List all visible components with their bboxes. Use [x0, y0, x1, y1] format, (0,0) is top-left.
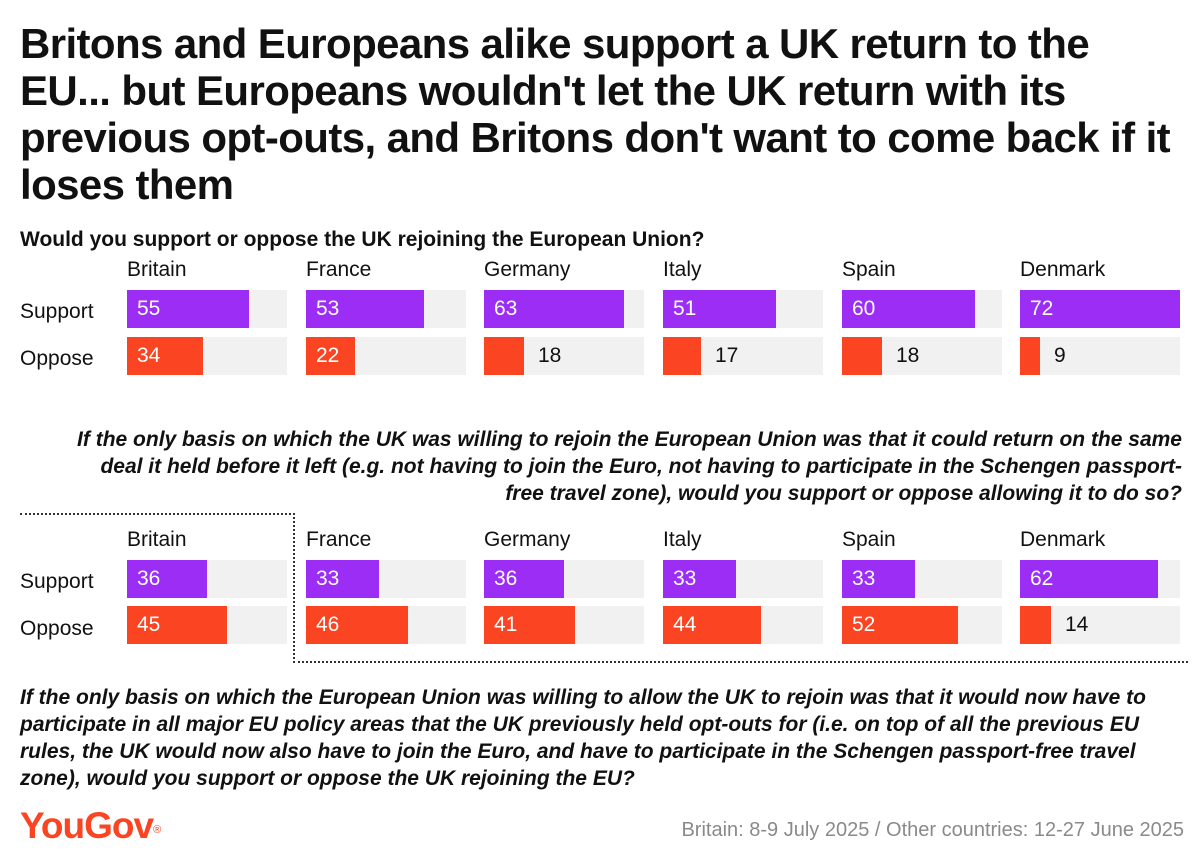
question-1: Would you support or oppose the UK rejoi…	[20, 228, 705, 251]
country-label-italy: Italy	[663, 258, 702, 281]
bar-track: 36	[484, 560, 644, 598]
country-label-britain: Britain	[127, 258, 187, 281]
bar-track: 33	[842, 560, 1002, 598]
bar-track: 33	[306, 560, 466, 598]
bar-track: 72	[1020, 290, 1180, 328]
data-label-oppose-spain: 18	[896, 344, 920, 367]
bar-oppose-germany	[484, 606, 575, 644]
bar-oppose-italy	[663, 606, 761, 644]
bar-track: 18	[484, 337, 644, 375]
bar-support-spain	[842, 560, 915, 598]
bar-oppose-denmark	[1020, 606, 1051, 644]
bar-track: 55	[127, 290, 287, 328]
bar-support-germany	[484, 560, 564, 598]
yougov-logo: YouGov®	[20, 805, 162, 846]
europe-highlight-border	[293, 661, 1188, 663]
bar-track: 46	[306, 606, 466, 644]
bar-track: 9	[1020, 337, 1180, 375]
data-label-oppose-britain: 34	[137, 344, 161, 367]
data-label-oppose-italy: 44	[673, 613, 697, 636]
bar-track: 34	[127, 337, 287, 375]
bar-oppose-france	[306, 606, 408, 644]
data-label-support-italy: 51	[673, 297, 697, 320]
bar-oppose-spain	[842, 337, 882, 375]
data-label-support-spain: 33	[852, 567, 876, 590]
chart-title: Britons and Europeans alike support a UK…	[20, 20, 1171, 208]
data-label-support-britain: 55	[137, 297, 161, 320]
data-label-oppose-spain: 52	[852, 613, 876, 636]
bar-oppose-germany	[484, 337, 524, 375]
country-label-denmark: Denmark	[1020, 528, 1106, 551]
bar-track: 41	[484, 606, 644, 644]
data-label-support-denmark: 72	[1030, 297, 1054, 320]
data-label-support-spain: 60	[852, 297, 876, 320]
data-label-oppose-france: 46	[316, 613, 340, 636]
bar-track: 33	[663, 560, 823, 598]
data-label-oppose-italy: 17	[715, 344, 739, 367]
bar-track: 62	[1020, 560, 1180, 598]
britain-highlight-border	[20, 513, 295, 663]
country-label-spain: Spain	[842, 258, 896, 281]
bar-track: 52	[842, 606, 1002, 644]
bar-support-france	[306, 290, 424, 328]
data-label-support-germany: 36	[494, 567, 518, 590]
bar-oppose-spain	[842, 606, 958, 644]
country-label-france: France	[306, 528, 372, 551]
data-label-oppose-denmark: 14	[1065, 613, 1089, 636]
bar-support-italy	[663, 290, 776, 328]
row-label-support: Support	[20, 300, 94, 323]
bar-support-denmark	[1020, 560, 1158, 598]
bar-support-germany	[484, 290, 624, 328]
bar-track: 60	[842, 290, 1002, 328]
question-3: If the only basis on which the European …	[20, 686, 1146, 790]
data-label-oppose-germany: 41	[494, 613, 518, 636]
country-label-france: France	[306, 258, 372, 281]
bar-track: 53	[306, 290, 466, 328]
bar-track: 14	[1020, 606, 1180, 644]
bar-support-denmark	[1020, 290, 1180, 328]
data-label-oppose-france: 22	[316, 344, 340, 367]
bar-oppose-italy	[663, 337, 701, 375]
row-label-oppose: Oppose	[20, 347, 94, 370]
country-label-germany: Germany	[484, 528, 571, 551]
data-label-support-denmark: 62	[1030, 567, 1054, 590]
bar-track: 44	[663, 606, 823, 644]
country-label-germany: Germany	[484, 258, 571, 281]
country-label-denmark: Denmark	[1020, 258, 1106, 281]
bar-track: 22	[306, 337, 466, 375]
bar-support-spain	[842, 290, 975, 328]
question-2: If the only basis on which the UK was wi…	[77, 428, 1182, 505]
bar-track: 51	[663, 290, 823, 328]
country-label-spain: Spain	[842, 528, 896, 551]
country-label-italy: Italy	[663, 528, 702, 551]
bar-oppose-britain	[127, 337, 203, 375]
bar-support-france	[306, 560, 379, 598]
bar-track: 63	[484, 290, 644, 328]
source-note: Britain: 8-9 July 2025 / Other countries…	[681, 819, 1184, 841]
bar-support-italy	[663, 560, 736, 598]
data-label-oppose-germany: 18	[538, 344, 562, 367]
data-label-support-france: 53	[316, 297, 340, 320]
bar-support-britain	[127, 290, 249, 328]
bar-oppose-denmark	[1020, 337, 1040, 375]
bar-oppose-france	[306, 337, 355, 375]
bar-track: 17	[663, 337, 823, 375]
data-label-support-germany: 63	[494, 297, 518, 320]
data-label-oppose-denmark: 9	[1054, 344, 1066, 367]
data-label-support-france: 33	[316, 567, 340, 590]
bar-track: 18	[842, 337, 1002, 375]
data-label-support-italy: 33	[673, 567, 697, 590]
